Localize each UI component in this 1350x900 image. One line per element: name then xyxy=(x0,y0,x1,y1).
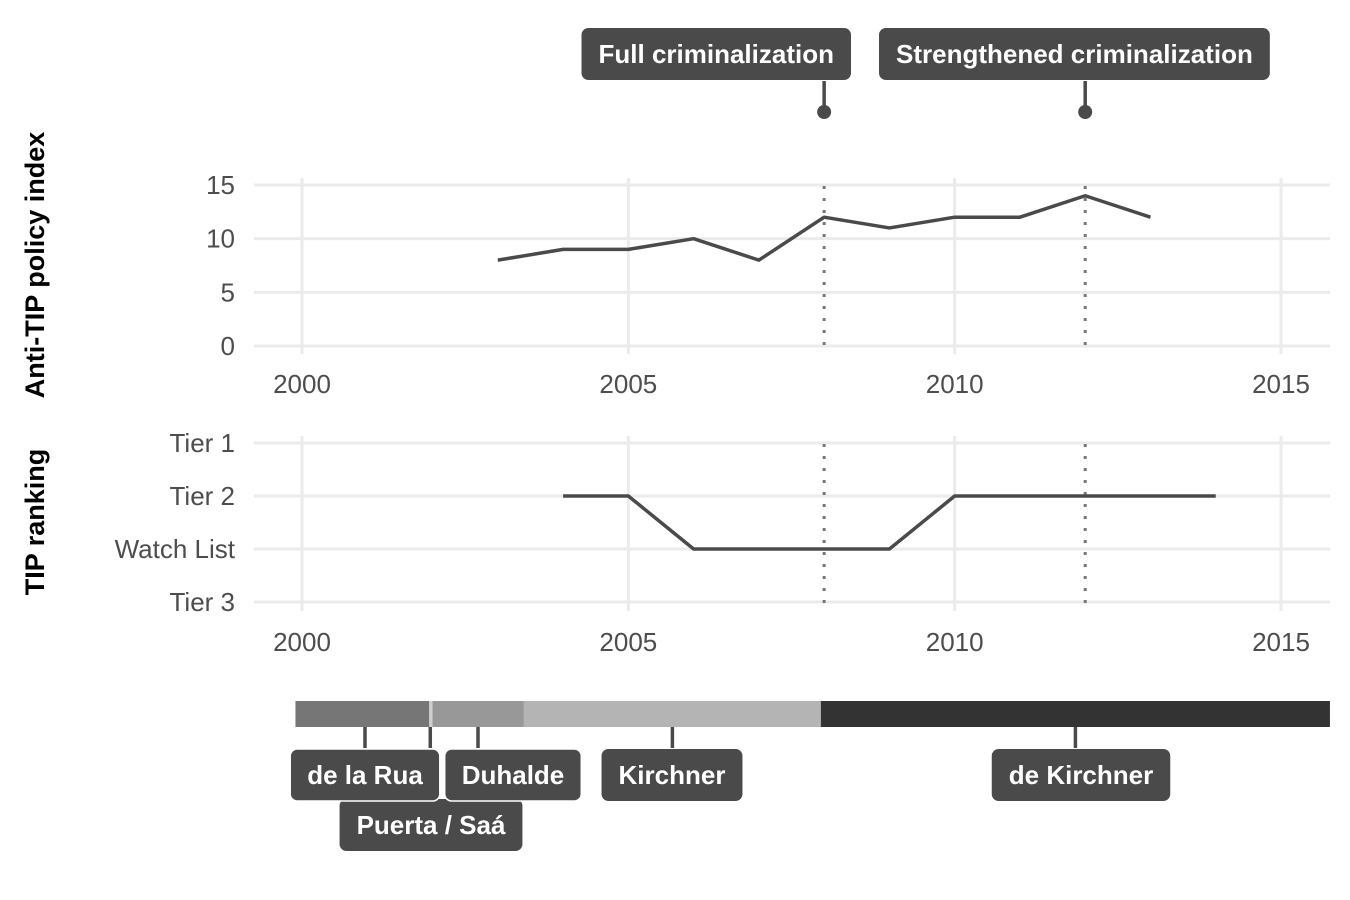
period-puerta-sa--box xyxy=(339,799,523,851)
p1-xtick-label: 2005 xyxy=(599,369,657,399)
p2-ytick-label: Tier 3 xyxy=(170,587,236,617)
p2-xtick-label: 2005 xyxy=(599,627,657,657)
period-de-la-rua-box xyxy=(289,748,441,802)
event-strengthened-criminalization-box xyxy=(879,28,1270,80)
event-full-criminalization-text: Full criminalization xyxy=(599,39,834,69)
period-kirchner-text: Kirchner xyxy=(619,760,726,790)
period-duhalde-bar xyxy=(432,701,524,727)
period-duhalde-text: Duhalde xyxy=(462,760,565,790)
p1-ytick-label: 10 xyxy=(206,224,235,254)
plot-area: 0 5 10 15 2000 2005 2010 2015 Full criminalizati… xyxy=(115,28,1330,851)
period-de-kirchner-box xyxy=(991,749,1171,801)
p2-ytick-label: Tier 1 xyxy=(170,428,236,458)
p1-xtick-label: 2000 xyxy=(273,369,331,399)
period-puerta-sa--label: Puerta / Saá xyxy=(339,799,523,851)
period-kirchner-box xyxy=(601,749,743,801)
p2-ytick-label: Tier 2 xyxy=(170,481,236,511)
period-puerta-sa--text: Puerta / Saá xyxy=(357,810,506,840)
p1-xtick-label: 2015 xyxy=(1252,369,1310,399)
p1-xtick-label: 2010 xyxy=(926,369,984,399)
p1-ytick-label: 5 xyxy=(221,277,235,307)
p2-series-line xyxy=(563,494,1216,551)
period-de-la-rua-text: de la Rua xyxy=(307,760,423,790)
period-kirchner-bar xyxy=(523,701,821,727)
period-duhalde-label: Duhalde xyxy=(443,748,583,802)
event-full-criminalization-label: Full criminalization xyxy=(581,28,851,80)
period-de-la-rua-label: de la Rua xyxy=(289,748,441,802)
period-de-kirchner-label: de Kirchner xyxy=(991,749,1171,801)
event-full-criminalization-dot xyxy=(817,105,832,119)
event-strengthened-criminalization-dot xyxy=(1078,105,1093,119)
period-duhalde-box xyxy=(443,748,583,802)
p2-xtick-label: 2010 xyxy=(926,627,984,657)
period-kirchner-label: Kirchner xyxy=(601,749,743,801)
event-strengthened-criminalization-text: Strengthened criminalization xyxy=(896,39,1253,69)
period-de-kirchner-text: de Kirchner xyxy=(1009,760,1154,790)
event-strengthened-criminalization-label: Strengthened criminalization xyxy=(879,28,1270,80)
p2-xtick-label: 2000 xyxy=(273,627,331,657)
panel1-ylabel: Anti-TIP policy index xyxy=(20,132,50,399)
period-puerta-sa--bar xyxy=(429,701,433,727)
p1-ytick-label: 15 xyxy=(206,170,235,200)
p2-xtick-label: 2015 xyxy=(1252,627,1310,657)
period-de-la-rua-bar xyxy=(295,701,430,727)
period-de-kirchner-bar xyxy=(820,701,1330,727)
p1-ytick-label: 0 xyxy=(221,331,235,361)
p1-series-line xyxy=(497,193,1152,262)
event-full-criminalization-box xyxy=(581,28,851,80)
panel2-ylabel: TIP ranking xyxy=(20,449,50,596)
p2-ytick-label: Watch List xyxy=(115,534,236,564)
